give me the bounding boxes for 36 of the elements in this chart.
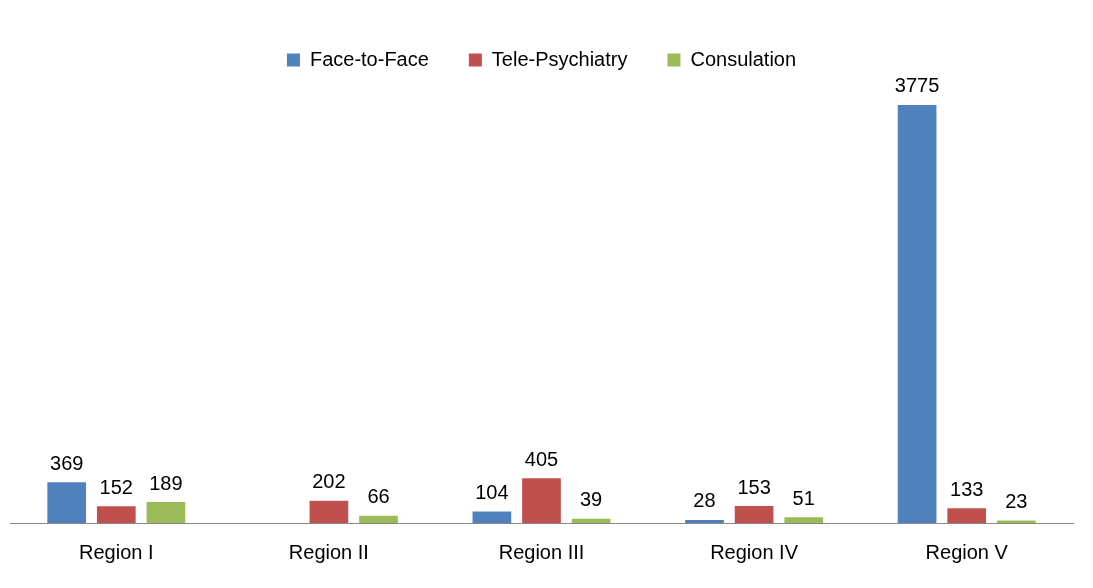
x-tick-label: Region I bbox=[79, 540, 154, 563]
bar bbox=[571, 518, 611, 523]
x-tick-label: Region III bbox=[498, 540, 585, 563]
data-label: 133 bbox=[950, 477, 984, 500]
data-label: 51 bbox=[792, 486, 815, 509]
data-label: 202 bbox=[312, 470, 346, 493]
bar bbox=[96, 506, 136, 523]
data-label: 405 bbox=[524, 447, 559, 470]
legend-label: Face-to-Face bbox=[309, 47, 429, 70]
legend-label: Consulation bbox=[690, 47, 797, 70]
data-label: 369 bbox=[50, 451, 84, 474]
bar bbox=[685, 519, 724, 523]
data-label: 189 bbox=[149, 471, 183, 494]
bar bbox=[996, 520, 1036, 523]
bar bbox=[146, 502, 186, 523]
data-label: 104 bbox=[475, 481, 509, 503]
legend-label: Tele-Psychiatry bbox=[491, 47, 628, 70]
bar bbox=[897, 104, 937, 523]
data-label: 28 bbox=[693, 489, 716, 512]
bar bbox=[359, 515, 398, 523]
bar bbox=[734, 506, 774, 523]
data-label: 23 bbox=[1005, 489, 1028, 512]
data-label: 39 bbox=[579, 488, 603, 511]
bar bbox=[522, 478, 561, 523]
bar bbox=[47, 482, 87, 523]
x-tick-label: Region V bbox=[925, 540, 1009, 563]
bar bbox=[784, 517, 824, 523]
bar bbox=[472, 511, 512, 523]
data-label: 66 bbox=[367, 485, 390, 508]
bar bbox=[309, 500, 349, 523]
x-tick-label: Region II bbox=[288, 540, 369, 563]
bar bbox=[947, 508, 987, 523]
data-label: 152 bbox=[99, 475, 133, 498]
data-label: 153 bbox=[737, 475, 771, 498]
data-label: 3775 bbox=[894, 74, 940, 97]
x-tick-label: Region IV bbox=[710, 540, 799, 563]
